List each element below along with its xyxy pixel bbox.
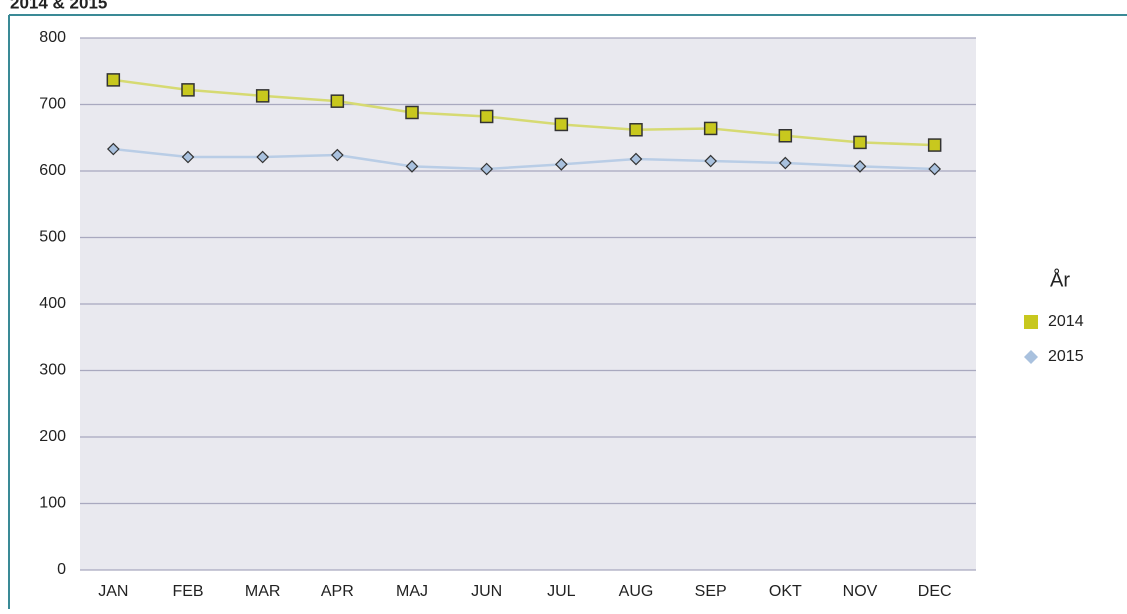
marker [255, 89, 270, 103]
marker [480, 162, 494, 176]
x-tick-label: JUN [471, 583, 502, 600]
series-line [113, 78, 935, 147]
marker [853, 159, 867, 173]
marker [629, 123, 643, 137]
y-tick-label: 800 [39, 29, 66, 46]
x-tick-label: DEC [918, 583, 952, 600]
marker [928, 162, 942, 176]
x-tick-label: AUG [619, 583, 654, 600]
legend-swatch [1024, 315, 1038, 329]
marker [629, 152, 643, 166]
marker [704, 154, 718, 168]
marker [554, 117, 569, 132]
marker [106, 142, 120, 156]
y-tick-label: 300 [39, 362, 66, 379]
x-tick-label: MAJ [396, 583, 428, 600]
marker [778, 156, 792, 170]
marker [330, 148, 344, 162]
y-tick-label: 100 [39, 495, 66, 512]
y-tick-label: 700 [39, 96, 66, 113]
y-tick-label: 0 [57, 561, 66, 578]
marker [256, 150, 270, 164]
marker [703, 121, 718, 136]
marker [479, 109, 494, 124]
chart-title: 2014 & 2015 [10, 0, 107, 12]
x-tick-label: JUL [547, 583, 576, 600]
series-line [113, 147, 935, 171]
x-tick-label: SEP [695, 583, 727, 600]
y-tick-label: 600 [39, 162, 66, 179]
x-tick-label: OKT [769, 583, 802, 600]
marker [405, 159, 419, 173]
x-tick-label: FEB [172, 583, 203, 600]
marker [778, 129, 793, 143]
x-tick-label: JAN [98, 583, 128, 600]
marker [106, 73, 121, 87]
x-tick-label: APR [321, 583, 354, 600]
legend-label: 2015 [1048, 348, 1084, 365]
y-tick-label: 400 [39, 295, 66, 312]
legend-swatch [1024, 350, 1038, 364]
y-tick-label: 200 [39, 428, 66, 445]
marker [181, 83, 195, 97]
marker [853, 135, 867, 150]
x-tick-label: NOV [843, 583, 878, 600]
legend-title: År [1050, 268, 1070, 291]
marker [181, 150, 195, 164]
marker [405, 105, 419, 120]
marker [927, 138, 942, 152]
legend-label: 2014 [1048, 313, 1084, 330]
x-tick-label: MAR [245, 583, 281, 600]
marker [330, 94, 345, 108]
marker [554, 158, 568, 171]
y-tick-label: 500 [39, 229, 66, 246]
